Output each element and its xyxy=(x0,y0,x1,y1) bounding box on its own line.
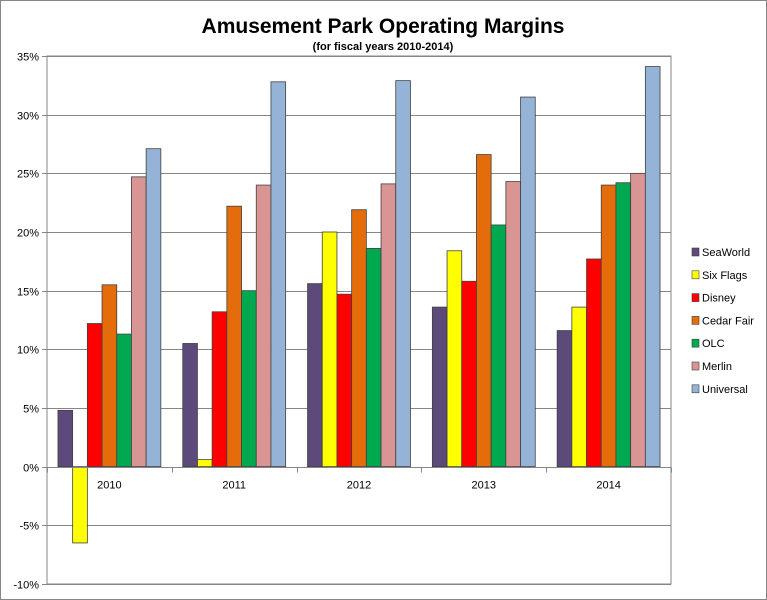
legend-label: Merlin xyxy=(702,361,732,373)
bar xyxy=(644,66,661,468)
bar xyxy=(586,258,602,468)
bar xyxy=(446,250,463,468)
y-tick-label: 35% xyxy=(17,52,39,64)
bar xyxy=(270,81,287,468)
axes: -10% -5% 0% 5% 10% 15% 20% 25% 30% 35% 2010 2011 201… xyxy=(13,52,672,592)
y-tick-label: 5% xyxy=(23,404,39,416)
bar xyxy=(395,80,411,468)
bar xyxy=(307,283,323,468)
legend-label: Six Flags xyxy=(702,270,748,282)
bar xyxy=(57,409,74,468)
chart-subtitle: (for fiscal years 2010-2014) xyxy=(313,41,454,53)
x-tick-label: 2012 xyxy=(347,480,371,492)
y-tick-label: -10% xyxy=(13,580,39,592)
legend: SeaWorld Six Flags Disney Cedar Fair OLC Merl… xyxy=(691,247,754,396)
bar xyxy=(336,293,353,468)
legend-label: Universal xyxy=(702,384,748,396)
legend-swatch xyxy=(691,293,700,302)
bar xyxy=(211,311,228,468)
y-tick-label: 15% xyxy=(17,287,39,299)
legend-label: SeaWorld xyxy=(702,247,750,259)
legend-swatch xyxy=(691,361,700,371)
bar xyxy=(505,181,521,468)
x-tick-label: 2013 xyxy=(472,480,496,492)
bar xyxy=(145,148,162,468)
x-tick-label: 2010 xyxy=(97,480,121,492)
bars xyxy=(57,66,661,544)
bar xyxy=(182,343,198,468)
legend-swatch xyxy=(691,338,700,348)
bar xyxy=(86,323,103,468)
bar xyxy=(131,176,147,468)
legend-swatch xyxy=(691,270,700,280)
y-tick-label: 10% xyxy=(17,345,39,357)
legend-label: Cedar Fair xyxy=(702,315,754,327)
bar xyxy=(351,209,367,468)
bar xyxy=(431,306,448,468)
x-tick-label: 2011 xyxy=(222,480,246,492)
legend-label: OLC xyxy=(702,338,725,350)
y-tick-label: 20% xyxy=(17,228,39,240)
bar xyxy=(365,248,382,468)
legend-label: Disney xyxy=(702,293,736,305)
bar xyxy=(520,96,536,468)
bar xyxy=(197,459,213,468)
bar xyxy=(321,231,338,468)
bar xyxy=(476,154,492,468)
y-tick-label: 0% xyxy=(23,463,39,475)
legend-swatch xyxy=(691,384,700,394)
bar xyxy=(255,184,272,468)
bar xyxy=(461,280,477,468)
legend-swatch xyxy=(691,316,700,325)
x-tick-label: 2014 xyxy=(596,480,620,492)
bar xyxy=(116,333,132,468)
y-tick-label: 30% xyxy=(17,111,39,123)
legend-swatch xyxy=(691,247,700,257)
bar xyxy=(380,183,397,468)
y-tick-label: 25% xyxy=(17,169,39,181)
bar xyxy=(556,330,573,468)
bar xyxy=(490,224,507,468)
bar xyxy=(600,184,617,468)
bar xyxy=(101,284,118,468)
bar xyxy=(615,182,632,468)
bar xyxy=(241,290,257,468)
bar xyxy=(72,466,88,544)
y-tick-label: -5% xyxy=(19,521,39,533)
bar xyxy=(571,306,587,468)
bar xyxy=(226,205,242,468)
bar xyxy=(630,172,646,468)
chart-title: Amusement Park Operating Margins xyxy=(202,15,565,38)
